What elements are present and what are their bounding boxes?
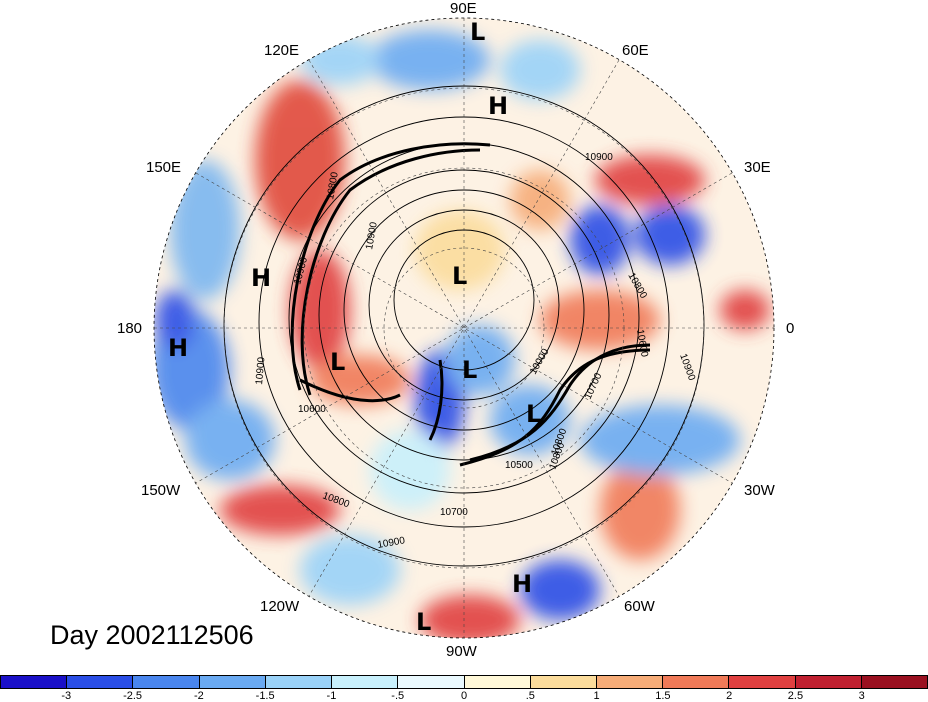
colorbar-segment <box>596 676 664 688</box>
graticule <box>154 18 774 638</box>
pressure-center-label: L <box>452 262 468 290</box>
pressure-center-label: H <box>488 92 509 120</box>
pressure-center-label: H <box>512 570 533 598</box>
pressure-center-label: H <box>168 334 189 362</box>
colorbar-segment <box>663 676 730 688</box>
contour-label: 10900 <box>377 535 407 551</box>
pressure-center-label: L <box>470 18 486 46</box>
lon-label-0: 0 <box>786 320 795 337</box>
colorbar-segment <box>67 676 134 688</box>
pressure-center-label: L <box>330 348 346 376</box>
lon-label-30w: 30W <box>744 482 775 499</box>
lon-label-90w: 90W <box>446 643 477 660</box>
colorbar-tick-label: 1.5 <box>655 690 671 702</box>
colorbar-segment <box>795 676 862 688</box>
colorbar-segment <box>199 676 266 688</box>
lon-label-120e: 120E <box>264 42 300 59</box>
colorbar-tick-label: -2 <box>193 690 204 702</box>
contour-label: 10700 <box>440 507 468 518</box>
anomaly-field <box>154 18 774 638</box>
contour-label: 10900 <box>585 152 613 163</box>
pressure-center-label: L <box>526 400 542 428</box>
contour-label: 10900 <box>254 356 267 385</box>
pressure-center-label: H <box>251 264 272 292</box>
colorbar <box>0 675 928 689</box>
lon-label-150w: 150W <box>141 482 181 499</box>
day-label: Day 2002112506 <box>50 620 254 650</box>
colorbar-tick-label: -1 <box>326 690 337 702</box>
contour-label: 10500 <box>505 460 533 471</box>
pressure-center-label: L <box>416 608 432 636</box>
contour-label: 10900 <box>364 221 380 251</box>
colorbar-segment <box>265 676 333 688</box>
contour-label: 10600 <box>634 329 650 359</box>
lon-label-30e: 30E <box>744 159 771 176</box>
colorbar-segment <box>398 676 465 688</box>
colorbar-tick-label: 3 <box>858 690 865 702</box>
colorbar-tick-label: -2.5 <box>123 690 143 702</box>
colorbar-tick-label: 2 <box>726 690 733 702</box>
colorbar-segment <box>332 676 399 688</box>
colorbar-tick-label: .5 <box>525 690 535 702</box>
lon-label-60w: 60W <box>624 598 655 615</box>
colorbar-tick-label: -1.5 <box>255 690 275 702</box>
colorbar-segment <box>530 676 597 688</box>
colorbar-tick-label: 1 <box>593 690 600 702</box>
lon-label-60e: 60E <box>622 42 649 59</box>
pressure-center-label: L <box>462 356 478 384</box>
contour-label: 10600 <box>298 404 326 415</box>
colorbar-tick-label: 0 <box>460 690 468 702</box>
colorbar-tick-label: -.5 <box>391 690 405 702</box>
colorbar-segment <box>464 676 531 688</box>
colorbar-segment <box>861 676 928 688</box>
colorbar-segment <box>133 676 200 688</box>
colorbar-tick-label: -3 <box>61 690 72 702</box>
colorbar-segment <box>1 676 68 688</box>
lon-label-120w: 120W <box>260 598 300 615</box>
lon-label-180: 180 <box>117 320 143 337</box>
map-border <box>153 17 775 639</box>
lon-label-150e: 150E <box>146 159 182 176</box>
lon-label-90e: 90E <box>450 0 477 17</box>
colorbar-tick-label: 2.5 <box>787 690 804 702</box>
colorbar-segment <box>729 676 796 688</box>
contour-label: 10800 <box>325 171 341 201</box>
